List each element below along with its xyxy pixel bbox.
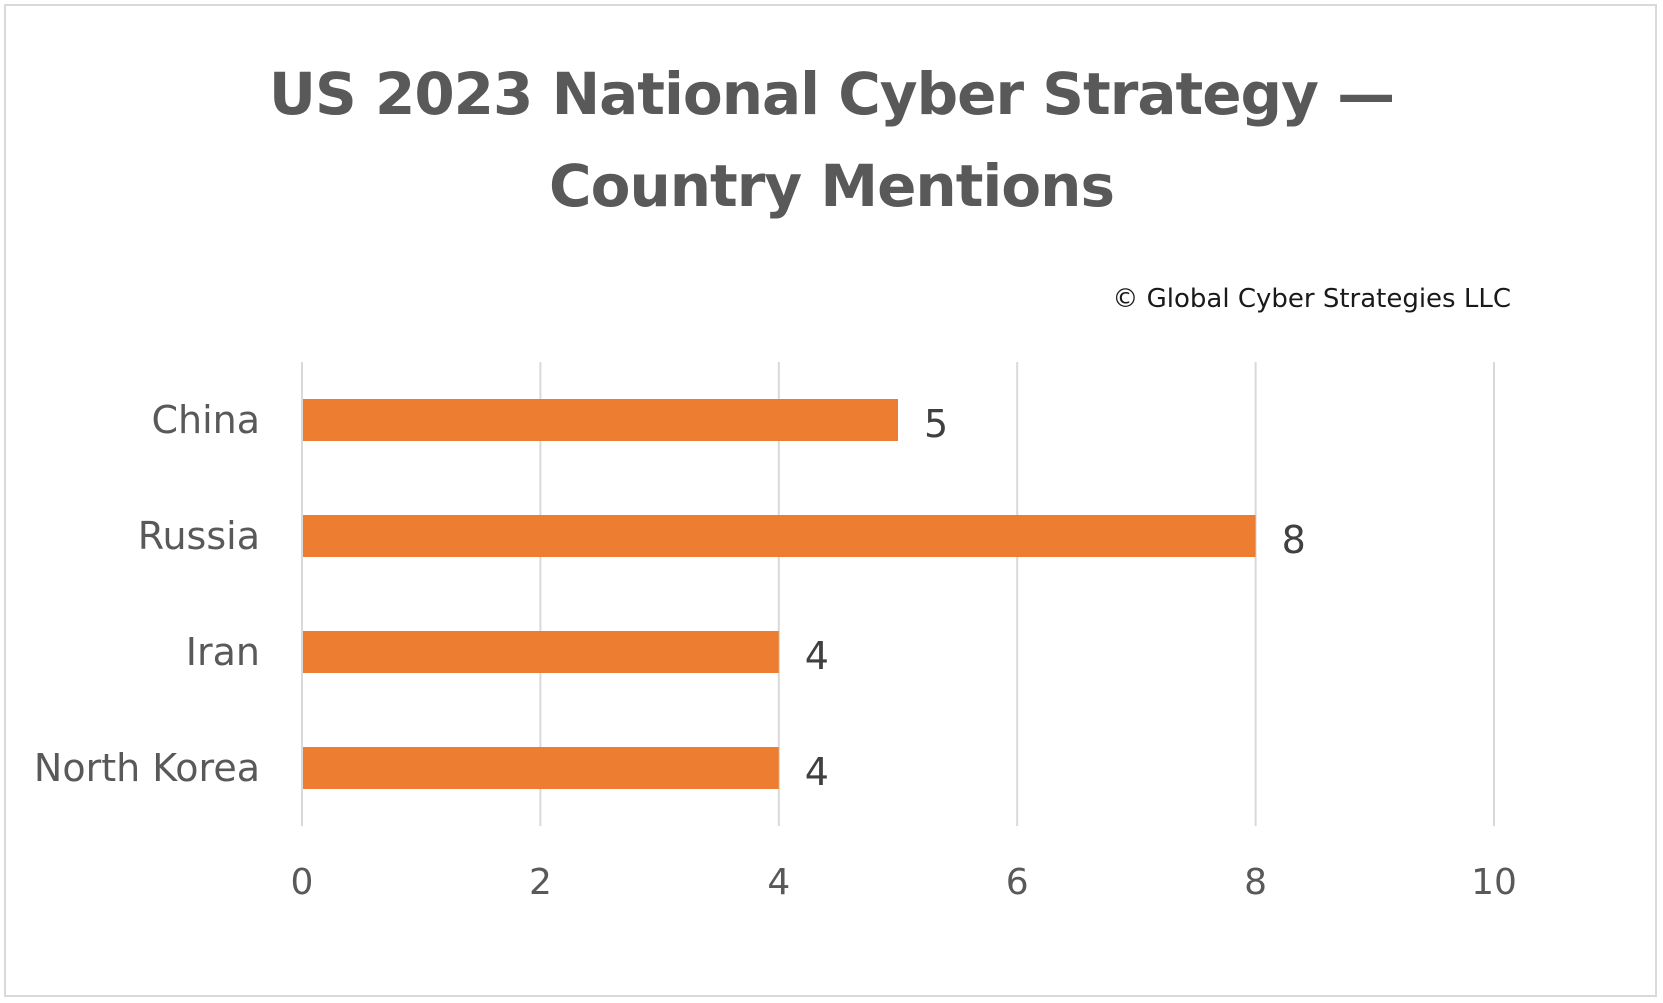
chart-title: US 2023 National Cyber Strategy — Countr…	[0, 48, 1663, 232]
data-label-china: 5	[924, 402, 948, 446]
x-tick-label-4: 4	[767, 862, 790, 903]
copyright-annotation: © Global Cyber Strategies LLC	[1112, 284, 1511, 314]
bar-russia	[303, 515, 1256, 557]
data-label-iran: 4	[805, 634, 829, 678]
bar-iran	[303, 631, 779, 673]
chart-title-line-1: US 2023 National Cyber Strategy —	[268, 60, 1395, 128]
bar-china	[303, 399, 898, 441]
x-tick-label-2: 2	[529, 862, 552, 903]
x-tick-label-6: 6	[1006, 862, 1029, 903]
chart-title-line-2: Country Mentions	[549, 152, 1115, 220]
chart-frame	[4, 4, 1657, 997]
x-tick-label-10: 10	[1471, 862, 1517, 903]
category-label-russia: Russia	[138, 514, 260, 558]
x-tick-label-8: 8	[1244, 862, 1267, 903]
x-tick-label-0: 0	[291, 862, 314, 903]
category-label-china: China	[151, 398, 260, 442]
data-label-north-korea: 4	[805, 750, 829, 794]
category-label-iran: Iran	[186, 630, 260, 674]
category-label-north-korea: North Korea	[34, 746, 260, 790]
bar-north-korea	[303, 747, 779, 789]
data-label-russia: 8	[1282, 518, 1306, 562]
